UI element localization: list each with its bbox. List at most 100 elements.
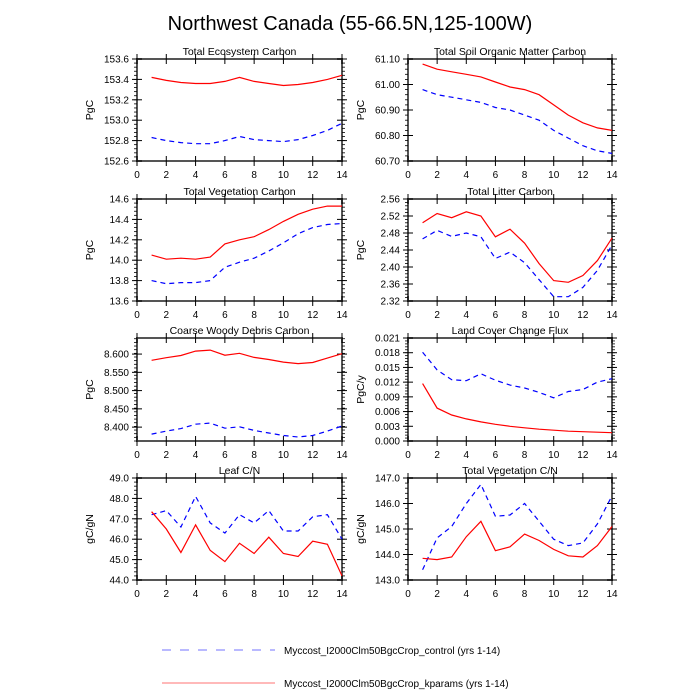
x-tick-label: 2	[164, 450, 170, 461]
panel-title: Leaf C/N	[219, 465, 260, 477]
y-tick-label: 60.80	[375, 131, 400, 142]
y-tick-label: 0.009	[375, 392, 400, 403]
panel-title: Total Vegetation Carbon	[183, 186, 295, 198]
x-tick-label: 14	[606, 450, 618, 461]
y-axis-label: PgC	[355, 239, 367, 260]
y-tick-label: 14.0	[110, 256, 130, 267]
plot-frame	[136, 477, 343, 581]
panel-land-cover-change-flux: Land Cover Change Flux PgC/y 0 2 4 6 8 10 12 14 0.…	[355, 325, 618, 461]
y-tick-label: 8.600	[104, 350, 129, 361]
legend: Myccost_I2000Clm50BgcCrop_control (yrs 1…	[162, 646, 509, 690]
series-line-kparams	[422, 211, 613, 283]
panel-title: Total Ecosystem Carbon	[183, 46, 297, 58]
y-tick-label: 13.8	[110, 276, 130, 287]
y-tick-label: 2.40	[381, 263, 401, 274]
y-tick-label: 8.500	[104, 386, 129, 397]
x-tick-label: 2	[164, 310, 170, 321]
series-line-kparams	[151, 511, 343, 577]
panel-total-ecosystem-carbon: Total Ecosystem Carbon PgC 0 2 4 6 8 10 12 14 152.…	[84, 46, 348, 181]
legend-label-kparams: Myccost_I2000Clm50BgcCrop_kparams (yrs 1…	[284, 679, 509, 690]
x-tick-label: 2	[434, 450, 440, 461]
y-tick-label: 47.0	[110, 514, 130, 525]
x-tick-label: 4	[193, 450, 199, 461]
panel-total-vegetation-carbon: Total Vegetation Carbon PgC 0 2 4 6 8 10 12 14 13.…	[84, 186, 348, 321]
y-tick-label: 2.48	[381, 229, 401, 240]
y-tick-label: 13.6	[110, 297, 130, 308]
x-tick-label: 12	[307, 310, 319, 321]
panel-title: Total Litter Carbon	[467, 186, 553, 198]
series-line-kparams	[422, 383, 613, 434]
x-tick-label: 10	[278, 589, 290, 600]
y-tick-label: 2.56	[381, 195, 401, 206]
x-tick-label: 14	[336, 450, 348, 461]
x-tick-label: 2	[164, 589, 170, 600]
x-tick-label: 6	[222, 170, 228, 181]
y-tick-label: 152.6	[104, 157, 129, 168]
y-tick-label: 153.6	[104, 55, 129, 66]
series-line-control	[151, 222, 343, 285]
y-tick-label: 153.4	[104, 75, 129, 86]
y-axis-label: gC/gN	[355, 514, 367, 544]
series-line-control	[422, 229, 613, 298]
x-tick-label: 0	[405, 450, 411, 461]
y-axis-label: PgC/y	[355, 374, 367, 403]
x-tick-label: 2	[434, 589, 440, 600]
y-tick-label: 143.0	[375, 576, 400, 587]
x-tick-label: 6	[493, 170, 499, 181]
y-tick-label: 153.2	[104, 95, 129, 106]
series-line-kparams	[151, 205, 342, 260]
panel-coarse-woody-debris-carbon: Coarse Woody Debris Carbon PgC 0 2 4 6 8 10 12 14…	[84, 325, 348, 461]
x-tick-label: 2	[434, 170, 440, 181]
y-tick-label: 0.018	[375, 348, 400, 359]
x-tick-label: 0	[134, 589, 140, 600]
x-tick-label: 14	[606, 589, 618, 600]
panel-total-litter-carbon: Total Litter Carbon PgC 0 2 4 6 8 10 12 14 2.32 2.3…	[355, 186, 618, 321]
panel-title: Total Soil Organic Matter Carbon	[434, 46, 586, 58]
x-tick-label: 10	[548, 450, 560, 461]
x-tick-label: 6	[493, 589, 499, 600]
plot-frame	[407, 477, 613, 581]
x-tick-label: 0	[405, 589, 411, 600]
y-tick-label: 14.6	[110, 195, 130, 206]
plot-frame	[136, 58, 343, 162]
x-tick-label: 14	[336, 170, 348, 181]
x-tick-label: 6	[493, 450, 499, 461]
panel-total-soil-organic-matter-carbon: Total Soil Organic Matter Carbon PgC 0 2 4 6 8…	[355, 46, 618, 181]
x-tick-label: 10	[278, 170, 290, 181]
x-tick-label: 2	[434, 310, 440, 321]
panels-container: Total Ecosystem Carbon PgC 0 2 4 6 8 10 12 14 152.…	[84, 46, 618, 600]
plot-frame	[136, 198, 343, 302]
y-tick-label: 44.0	[110, 576, 130, 587]
plot-frame	[407, 337, 613, 442]
panel-title: Coarse Woody Debris Carbon	[170, 325, 310, 337]
series-line-control	[151, 495, 343, 540]
y-tick-label: 14.4	[110, 215, 130, 226]
x-tick-label: 10	[548, 170, 560, 181]
y-axis-label: PgC	[84, 99, 96, 120]
x-tick-label: 10	[548, 310, 560, 321]
x-tick-label: 10	[278, 450, 290, 461]
series-line-control	[422, 483, 613, 571]
x-tick-label: 4	[464, 450, 470, 461]
x-tick-label: 12	[577, 310, 589, 321]
y-tick-label: 0.000	[375, 437, 400, 448]
x-tick-label: 12	[577, 450, 589, 461]
y-tick-label: 0.021	[375, 334, 400, 345]
y-tick-label: 146.0	[375, 499, 400, 510]
x-tick-label: 6	[493, 310, 499, 321]
y-tick-label: 48.0	[110, 494, 130, 505]
x-tick-label: 6	[222, 310, 228, 321]
x-tick-label: 8	[522, 310, 528, 321]
x-tick-label: 12	[577, 170, 589, 181]
y-axis-label: PgC	[84, 379, 96, 400]
x-tick-label: 6	[222, 589, 228, 600]
x-tick-label: 8	[251, 170, 257, 181]
x-tick-label: 0	[134, 310, 140, 321]
y-tick-label: 144.0	[375, 550, 400, 561]
x-tick-label: 8	[522, 589, 528, 600]
legend-label-control: Myccost_I2000Clm50BgcCrop_control (yrs 1…	[284, 646, 500, 657]
y-tick-label: 60.90	[375, 106, 400, 117]
series-line-control	[422, 351, 613, 399]
y-tick-label: 46.0	[110, 535, 130, 546]
